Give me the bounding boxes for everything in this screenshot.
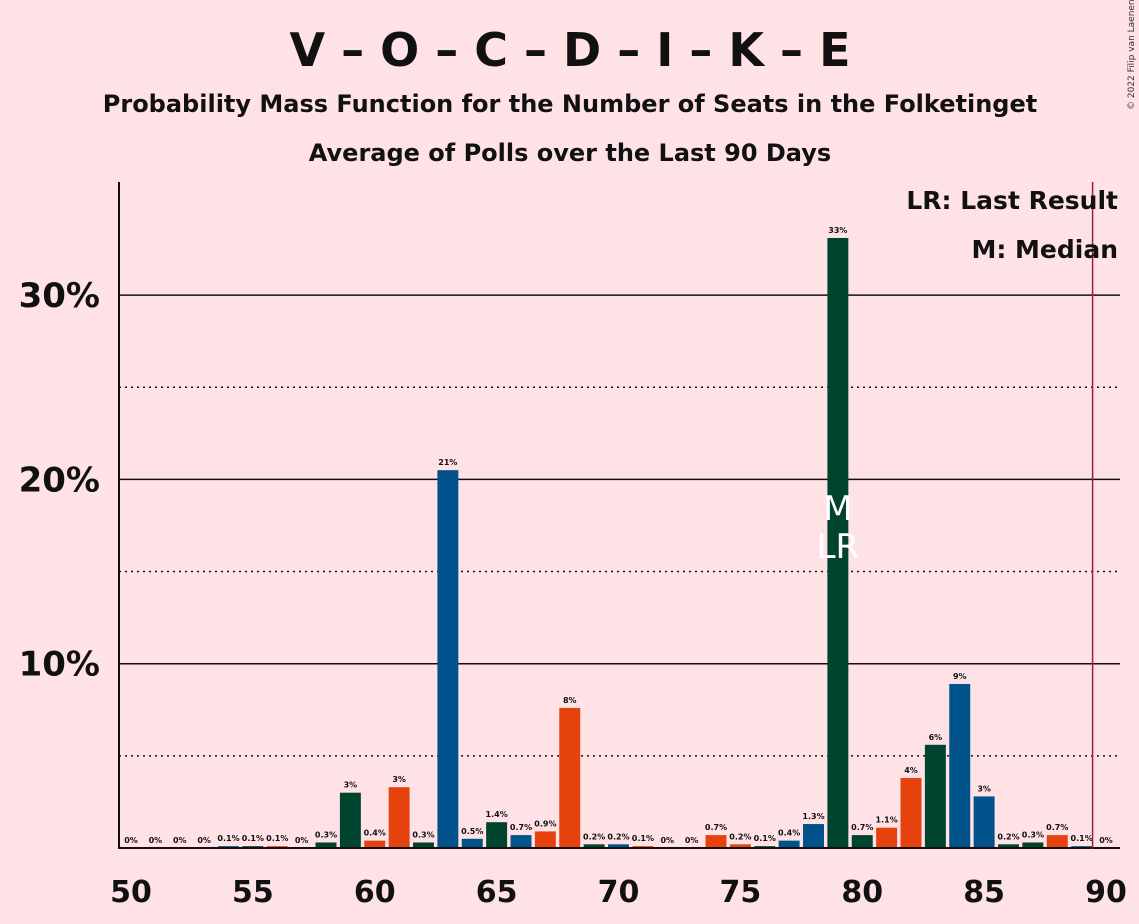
median-marker: M <box>823 489 852 529</box>
bar-label-87: 0.3% <box>1022 830 1044 839</box>
bar-63 <box>437 470 459 848</box>
last-result-marker: LR <box>817 527 860 567</box>
bar-label-51: 0% <box>149 836 163 845</box>
bar-69 <box>583 844 605 848</box>
bar-83 <box>924 744 946 848</box>
bar-label-57: 0% <box>295 836 309 845</box>
bar-66 <box>510 835 532 848</box>
x-tick-label: 70 <box>598 875 640 910</box>
bar-label-90: 0% <box>1099 836 1113 845</box>
bar-84 <box>949 683 971 848</box>
x-axis-ticks: 50 55 60 65 70 75 80 85 90 <box>110 875 1127 910</box>
bar-59 <box>339 792 361 848</box>
bar-58 <box>315 842 337 848</box>
bar-label-71: 0.1% <box>632 834 654 843</box>
bar-label-89: 0.1% <box>1071 834 1093 843</box>
bar-label-60: 0.4% <box>364 829 386 838</box>
bar-label-82: 4% <box>904 766 918 775</box>
y-tick-label: 10% <box>19 645 100 685</box>
bar-label-72: 0% <box>660 836 674 845</box>
bar-87 <box>1022 842 1044 848</box>
bar-60 <box>364 840 386 848</box>
bar-label-75: 0.2% <box>729 832 751 841</box>
bar-label-58: 0.3% <box>315 830 337 839</box>
bar-62 <box>413 842 434 848</box>
bar-label-66: 0.7% <box>510 823 532 832</box>
bar-label-53: 0% <box>197 836 211 845</box>
bar-74 <box>705 835 727 848</box>
bar-80 <box>851 835 873 848</box>
x-tick-label: 80 <box>841 875 883 910</box>
bar-label-85: 3% <box>977 784 991 793</box>
bar-70 <box>608 844 629 848</box>
bar-64 <box>461 838 483 848</box>
bar-labels: 0% 0% 0% 0% 0.1% 0.1% 0.1% 0%0.3%3%0.4%3%0.3%21… <box>124 226 1113 845</box>
x-tick-label: 85 <box>963 875 1005 910</box>
bar-75 <box>729 844 751 848</box>
chart-subtitle-period: Average of Polls over the Last 90 Days <box>309 139 831 167</box>
bar-label-54: 0.1% <box>217 834 239 843</box>
y-tick-label: 20% <box>19 460 100 500</box>
x-tick-label: 65 <box>476 875 518 910</box>
bar-label-63: 21% <box>438 458 457 467</box>
bar-61 <box>388 787 410 848</box>
bar-label-65: 1.4% <box>486 810 508 819</box>
bar-markers: MLR <box>817 489 860 567</box>
bar-label-70: 0.2% <box>607 832 629 841</box>
x-tick-label: 75 <box>720 875 762 910</box>
copyright-notice: © 2022 Filip van Laenen <box>1127 0 1137 110</box>
bar-label-62: 0.3% <box>412 830 434 839</box>
bar-label-68: 8% <box>563 696 577 705</box>
bar-67 <box>534 831 556 848</box>
bar-82 <box>900 777 922 848</box>
bar-label-52: 0% <box>173 836 187 845</box>
bar-86 <box>998 844 1019 848</box>
bar-label-69: 0.2% <box>583 832 605 841</box>
bars <box>218 237 1093 849</box>
legend-last-result: LR: Last Result <box>906 186 1118 215</box>
bar-81 <box>876 827 898 848</box>
bar-label-77: 0.4% <box>778 829 800 838</box>
bar-77 <box>778 840 800 848</box>
bar-label-81: 1.1% <box>876 816 898 825</box>
bar-65 <box>486 822 508 848</box>
bar-label-88: 0.7% <box>1046 823 1068 832</box>
chart-title: V – O – C – D – I – K – E <box>289 23 850 77</box>
bar-label-80: 0.7% <box>851 823 873 832</box>
bar-68 <box>559 707 581 848</box>
y-axis-ticks: 10% 20% 30% <box>19 276 100 685</box>
bar-label-74: 0.7% <box>705 823 727 832</box>
bar-label-67: 0.9% <box>534 819 556 828</box>
bar-label-64: 0.5% <box>461 827 483 836</box>
bar-79 <box>827 237 849 849</box>
bar-label-73: 0% <box>685 836 699 845</box>
bar-label-59: 3% <box>344 781 358 790</box>
bar-label-83: 6% <box>929 733 943 742</box>
legend-median: M: Median <box>971 235 1118 264</box>
bar-78 <box>803 824 824 848</box>
bar-label-78: 1.3% <box>802 812 824 821</box>
bar-label-56: 0.1% <box>266 834 288 843</box>
bar-label-86: 0.2% <box>997 832 1019 841</box>
x-tick-label: 50 <box>110 875 152 910</box>
x-tick-label: 55 <box>232 875 274 910</box>
x-tick-label: 90 <box>1085 875 1127 910</box>
bar-label-84: 9% <box>953 672 967 681</box>
bar-85 <box>973 796 995 848</box>
x-tick-label: 60 <box>354 875 396 910</box>
y-tick-label: 30% <box>19 276 100 316</box>
bar-88 <box>1046 835 1068 848</box>
bar-label-50: 0% <box>124 836 138 845</box>
chart-subtitle: Probability Mass Function for the Number… <box>103 90 1037 118</box>
bar-label-55: 0.1% <box>242 834 264 843</box>
bar-label-76: 0.1% <box>754 834 776 843</box>
bar-label-61: 3% <box>392 775 406 784</box>
bar-label-79: 33% <box>828 226 847 235</box>
